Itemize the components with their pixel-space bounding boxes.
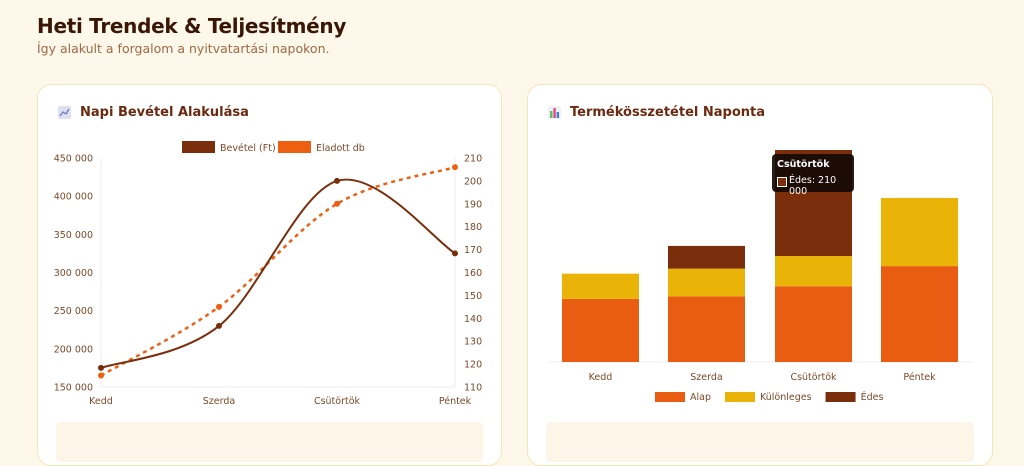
y-tick-right: 150 (464, 291, 482, 302)
page-title: Heti Trendek & Teljesítmény (37, 14, 347, 38)
bar-segment-különleges (668, 268, 745, 297)
x-tick-label: Csütörtök (314, 396, 361, 407)
y-tick-right: 120 (464, 360, 482, 371)
chart-tooltip: Csütörtök Édes: 210 000 (772, 154, 854, 197)
bar-chart-icon (548, 106, 561, 119)
y-tick-right: 180 (464, 222, 482, 233)
bar-segment-alap (668, 296, 745, 362)
data-point-bevetel (452, 250, 458, 257)
bar-segment-különleges (881, 197, 958, 267)
y-tick-right: 160 (464, 268, 482, 279)
bar-segment-különleges (562, 273, 639, 299)
legend-label-eladott: Eladott db (316, 143, 365, 154)
y-tick-left: 150 000 (54, 383, 93, 394)
bar-segment-különleges (775, 256, 852, 287)
data-point-eladott (98, 372, 104, 379)
tooltip-swatch (777, 177, 787, 187)
x-tick-label: Péntek (439, 396, 472, 407)
x-tick-label: Szerda (690, 372, 722, 383)
legend-swatch-bevetel (182, 141, 215, 153)
y-tick-right: 210 (464, 154, 482, 165)
line-chart-icon (58, 106, 71, 119)
legend-swatch (725, 392, 755, 402)
y-tick-right: 140 (464, 314, 482, 325)
bar-segment-édes (668, 245, 745, 269)
y-tick-right: 110 (464, 383, 482, 394)
card-title: Napi Bevétel Alakulása (80, 105, 249, 120)
bar-segment-alap (881, 266, 958, 362)
y-tick-left: 200 000 (54, 344, 93, 355)
series-line-eladott (100, 165, 456, 377)
legend-swatch (825, 392, 856, 402)
legend-label: Különleges (760, 392, 812, 403)
tooltip-value: Édes: 210 000 (789, 175, 837, 197)
data-point-eladott (216, 303, 222, 310)
bar-segment-alap (562, 298, 639, 362)
y-tick-right: 190 (464, 199, 482, 210)
card-title: Termékösszetétel Naponta (570, 105, 765, 120)
y-tick-left: 250 000 (54, 306, 93, 317)
data-point-eladott (452, 164, 458, 171)
legend-label-bevetel: Bevétel (Ft) (220, 143, 276, 154)
y-tick-left: 350 000 (54, 230, 93, 241)
data-point-bevetel (98, 364, 104, 371)
x-tick-label: Péntek (903, 372, 936, 383)
data-point-bevetel (216, 322, 222, 329)
y-tick-left: 300 000 (54, 268, 93, 279)
bar-segment-alap (775, 286, 852, 362)
legend-label: Alap (690, 392, 711, 403)
legend-swatch-eladott (278, 141, 311, 153)
y-tick-right: 200 (464, 176, 482, 187)
page-subtitle: Így alakult a forgalom a nyitvatartási n… (37, 41, 330, 56)
charts-canvas: 150 000 200 000 250 000 300 000 350 000 400 0… (54, 141, 972, 407)
tooltip-title: Csütörtök (777, 159, 830, 170)
y-tick-right: 170 (464, 245, 482, 256)
y-tick-right: 130 (464, 337, 482, 348)
y-tick-left: 450 000 (54, 154, 93, 165)
data-point-eladott (334, 200, 340, 207)
x-tick-label: Kedd (589, 372, 613, 383)
x-tick-label: Kedd (89, 396, 113, 407)
data-point-bevetel (334, 177, 340, 184)
legend-swatch (655, 392, 685, 402)
series-line-bevetel (100, 178, 456, 369)
y-tick-left: 400 000 (54, 192, 93, 203)
x-tick-label: Szerda (203, 396, 235, 407)
legend-label: Édes (861, 391, 884, 403)
x-tick-label: Csütörtök (790, 372, 837, 383)
